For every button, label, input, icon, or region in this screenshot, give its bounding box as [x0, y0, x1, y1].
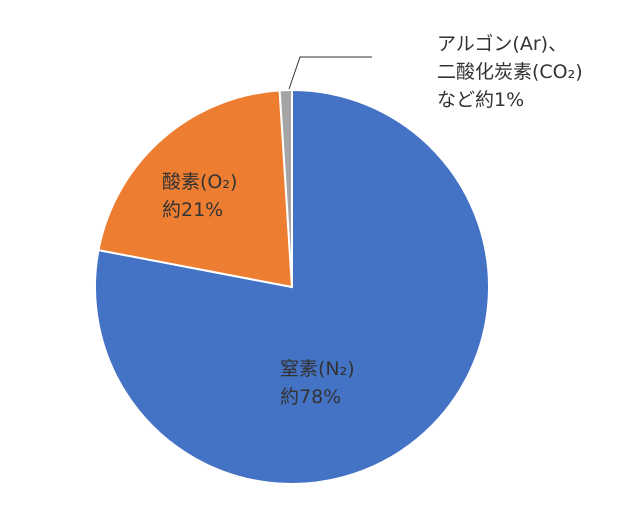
- leader-line: [287, 56, 372, 93]
- pie-slice: [97, 89, 294, 289]
- slice-label-line: 二酸化炭素(CO₂): [437, 61, 583, 83]
- slice-label-line: など: [437, 89, 475, 111]
- slice-label: 二酸化炭素(CO₂) など約1%: [437, 61, 583, 111]
- slice-label: 酸素(O₂): [162, 171, 237, 193]
- pie-slice: [278, 88, 293, 288]
- value-label: 約78%: [280, 386, 341, 408]
- slice-label-line: アルゴン(Ar)、: [437, 33, 567, 55]
- slice-label: アルゴン(Ar)、: [437, 33, 567, 55]
- slice-label: 窒素(N₂): [280, 358, 355, 380]
- pie-slice: [94, 88, 490, 485]
- value-label: 約21%: [162, 199, 223, 221]
- value-label: 約1%: [475, 89, 524, 111]
